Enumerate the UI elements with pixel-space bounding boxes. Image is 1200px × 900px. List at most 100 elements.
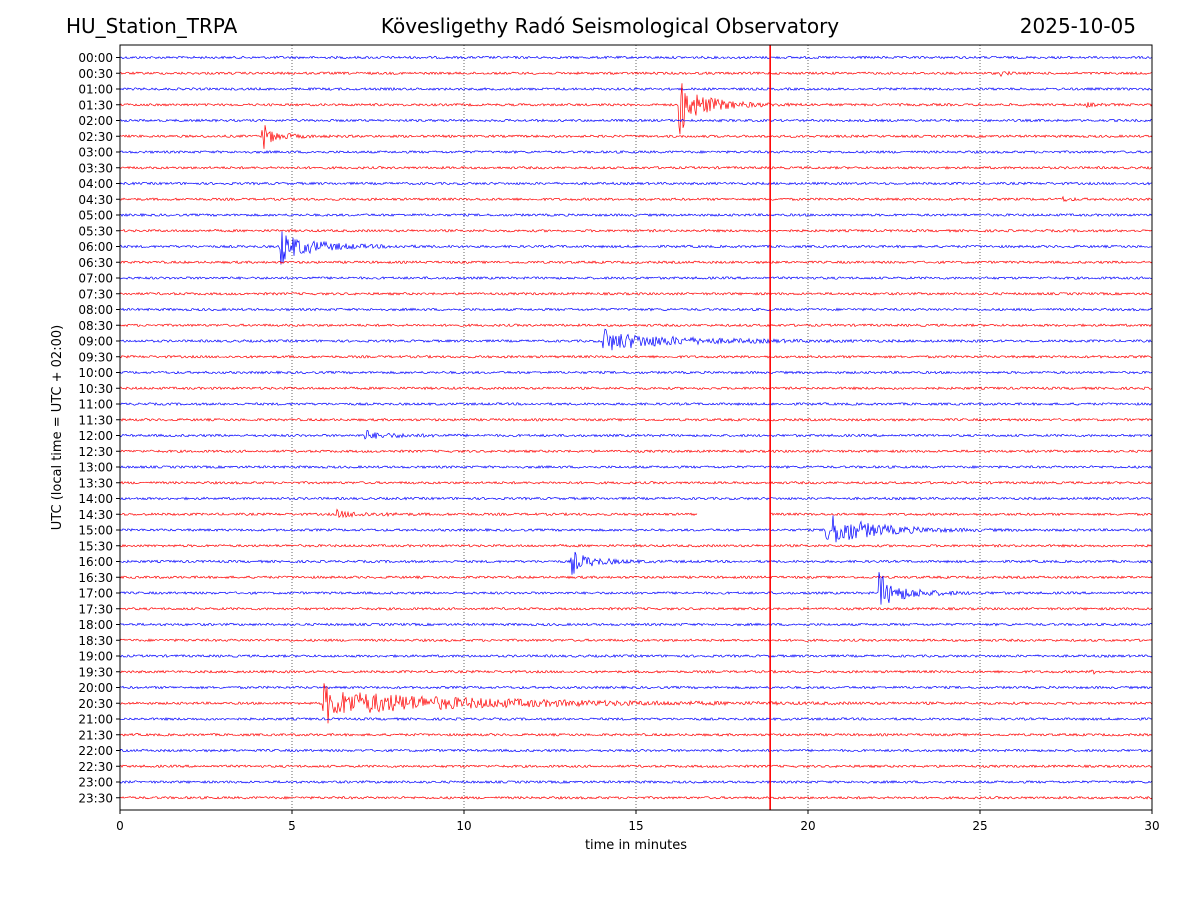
trace-row bbox=[119, 370, 1153, 375]
y-tick-label: 20:00 bbox=[78, 681, 113, 695]
trace-row bbox=[119, 260, 1153, 265]
trace-row bbox=[119, 307, 1153, 312]
y-tick-label: 08:00 bbox=[78, 303, 113, 317]
trace-row bbox=[119, 83, 1153, 135]
y-tick-label: 04:30 bbox=[78, 193, 113, 207]
chart-date: 2025-10-05 bbox=[1019, 14, 1136, 38]
x-tick-label: 15 bbox=[628, 819, 643, 833]
trace-row bbox=[119, 683, 1153, 724]
y-tick-label: 15:00 bbox=[78, 524, 113, 538]
trace-row bbox=[119, 228, 1153, 233]
trace-row bbox=[119, 732, 1153, 737]
x-tick-label: 30 bbox=[1144, 819, 1159, 833]
chart-title: Kövesligethy Radó Seismological Observat… bbox=[380, 14, 840, 38]
x-tick-label: 5 bbox=[288, 819, 296, 833]
trace-row bbox=[119, 653, 1153, 659]
y-tick-label: 10:30 bbox=[78, 382, 113, 396]
y-tick-label: 13:30 bbox=[78, 476, 113, 490]
trace-row bbox=[119, 572, 1153, 605]
trace-row bbox=[119, 354, 1153, 359]
trace-row bbox=[119, 748, 1153, 753]
station-name: HU_Station_TRPA bbox=[66, 14, 238, 38]
y-tick-label: 17:00 bbox=[78, 587, 113, 601]
x-axis-ticks: 0 5 10 15 20 25 30 bbox=[116, 810, 1160, 833]
y-tick-label: 02:30 bbox=[78, 130, 113, 144]
trace-row bbox=[119, 402, 1153, 406]
trace-row bbox=[119, 328, 1153, 351]
y-tick-label: 16:00 bbox=[78, 555, 113, 569]
trace-row bbox=[119, 430, 1153, 440]
trace-row bbox=[119, 606, 1153, 611]
trace-row bbox=[119, 291, 1153, 296]
trace-row bbox=[119, 551, 1153, 575]
y-tick-label: 06:30 bbox=[78, 256, 113, 270]
y-tick-label: 16:30 bbox=[78, 571, 113, 585]
trace-row bbox=[119, 764, 1153, 769]
x-axis-label: time in minutes bbox=[585, 838, 687, 853]
trace-row bbox=[119, 150, 1153, 154]
trace-row bbox=[119, 780, 1153, 784]
trace-row bbox=[119, 87, 1153, 92]
y-tick-label: 01:30 bbox=[78, 98, 113, 112]
y-tick-label: 20:30 bbox=[78, 697, 113, 711]
y-tick-label: 23:30 bbox=[78, 791, 113, 805]
y-tick-label: 09:00 bbox=[78, 335, 113, 349]
y-tick-label: 23:00 bbox=[78, 776, 113, 790]
y-tick-label: 03:30 bbox=[78, 161, 113, 175]
y-tick-label: 11:30 bbox=[78, 413, 113, 427]
trace-row bbox=[119, 212, 1153, 218]
y-tick-label: 10:00 bbox=[78, 366, 113, 380]
trace-row bbox=[119, 638, 1153, 643]
trace-row bbox=[119, 622, 1153, 627]
y-tick-label: 22:00 bbox=[78, 744, 113, 758]
x-tick-label: 0 bbox=[116, 819, 124, 833]
trace-row bbox=[119, 508, 1153, 519]
y-tick-label: 18:30 bbox=[78, 634, 113, 648]
traces bbox=[119, 45, 1153, 810]
y-tick-label: 19:00 bbox=[78, 650, 113, 664]
trace-row bbox=[119, 496, 1153, 501]
y-tick-label: 06:00 bbox=[78, 240, 113, 254]
grid-lines bbox=[291, 45, 981, 810]
y-tick-label: 02:00 bbox=[78, 114, 113, 128]
y-tick-label: 04:00 bbox=[78, 177, 113, 191]
trace-row bbox=[119, 449, 1153, 454]
y-tick-label: 03:00 bbox=[78, 146, 113, 160]
y-tick-label: 18:00 bbox=[78, 618, 113, 632]
trace-row bbox=[119, 543, 1153, 548]
y-tick-label: 00:00 bbox=[78, 51, 113, 65]
trace-row bbox=[119, 685, 1153, 690]
trace-row bbox=[119, 515, 1153, 543]
y-tick-label: 05:00 bbox=[78, 209, 113, 223]
y-tick-label: 00:30 bbox=[78, 67, 113, 81]
y-tick-label: 11:00 bbox=[78, 398, 113, 412]
trace-row bbox=[119, 195, 1153, 203]
y-axis-label: UTC (local time = UTC + 02:00) bbox=[50, 325, 65, 530]
y-tick-label: 14:00 bbox=[78, 492, 113, 506]
y-tick-label: 22:30 bbox=[78, 760, 113, 774]
y-tick-label: 19:30 bbox=[78, 665, 113, 679]
y-tick-label: 05:30 bbox=[78, 224, 113, 238]
y-tick-label: 08:30 bbox=[78, 319, 113, 333]
trace-row bbox=[119, 125, 1153, 149]
trace-row bbox=[119, 480, 1153, 485]
trace-row bbox=[119, 669, 1153, 675]
y-tick-label: 09:30 bbox=[78, 350, 113, 364]
x-tick-label: 25 bbox=[972, 819, 987, 833]
trace-row bbox=[119, 386, 1153, 391]
y-tick-label: 13:00 bbox=[78, 461, 113, 475]
y-tick-label: 01:00 bbox=[78, 83, 113, 97]
trace-row bbox=[119, 181, 1153, 186]
trace-row bbox=[119, 118, 1153, 123]
y-tick-label: 14:30 bbox=[78, 508, 113, 522]
y-tick-label: 12:00 bbox=[78, 429, 113, 443]
trace-row bbox=[119, 70, 1153, 77]
x-tick-label: 10 bbox=[456, 819, 471, 833]
trace-row bbox=[119, 465, 1153, 469]
trace-row bbox=[119, 323, 1153, 328]
x-tick-label: 20 bbox=[800, 819, 815, 833]
y-tick-label: 21:00 bbox=[78, 713, 113, 727]
y-tick-label: 21:30 bbox=[78, 728, 113, 742]
